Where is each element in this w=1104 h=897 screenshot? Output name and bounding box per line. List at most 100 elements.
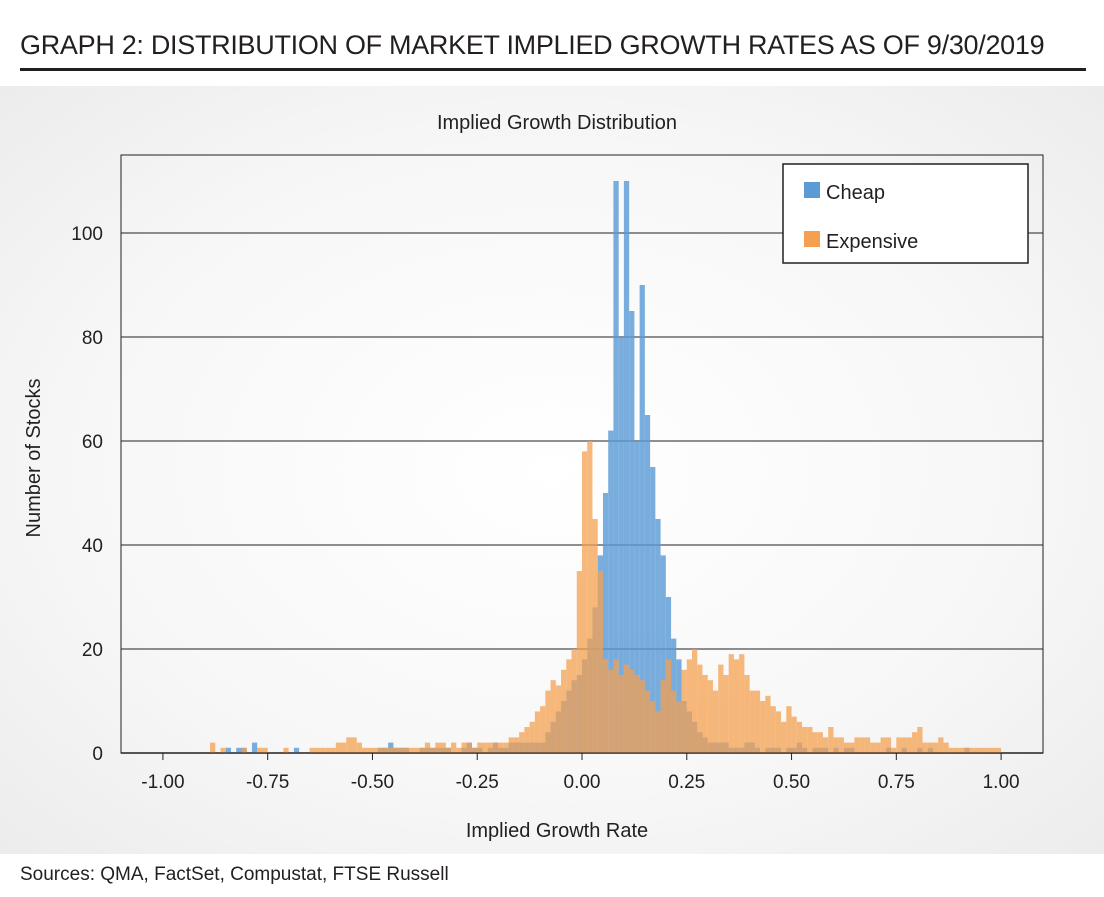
bar-expensive xyxy=(995,747,1002,753)
bar-expensive xyxy=(922,742,928,753)
bar-expensive xyxy=(314,747,321,753)
x-tick-label: -0.75 xyxy=(246,772,289,793)
bar-expensive xyxy=(712,690,719,753)
bar-expensive xyxy=(906,737,913,753)
bar-expensive xyxy=(964,747,970,753)
y-tick-label: 100 xyxy=(71,224,103,245)
bar-expensive xyxy=(471,747,478,753)
bar-expensive xyxy=(885,737,892,753)
bar-expensive xyxy=(932,742,939,753)
bar-expensive xyxy=(550,680,556,753)
axis-ticks: 0 20 40 60 80 100 -1.00 -0.75 -0.50 -0.25 0.00 0.25… xyxy=(71,224,1019,793)
bar-expensive xyxy=(477,742,483,753)
bar-expensive xyxy=(969,747,975,753)
bar-expensive xyxy=(618,675,624,753)
y-tick-label: 60 xyxy=(82,432,103,453)
bar-cheap xyxy=(236,747,242,753)
bar-expensive xyxy=(817,732,823,753)
bar-expensive xyxy=(828,727,834,753)
bar-expensive xyxy=(639,680,645,753)
bar-expensive xyxy=(644,690,651,753)
bar-expensive xyxy=(582,451,588,753)
x-tick-label: 0.50 xyxy=(773,772,810,793)
legend-label-expensive: Expensive xyxy=(826,231,918,253)
bar-expensive xyxy=(739,654,745,753)
bar-expensive xyxy=(409,747,415,753)
bar-cheap xyxy=(650,467,656,753)
x-axis-label: Implied Growth Rate xyxy=(466,820,648,842)
bar-expensive xyxy=(540,706,546,753)
bar-expensive xyxy=(796,721,803,753)
bar-expensive xyxy=(398,747,404,753)
bar-expensive xyxy=(257,747,263,753)
bar-expensive xyxy=(733,659,740,753)
bar-expensive xyxy=(775,711,782,753)
bar-expensive xyxy=(346,737,352,753)
bar-expensive xyxy=(650,701,656,753)
bar-expensive xyxy=(566,659,572,753)
heading-rule xyxy=(20,68,1086,71)
legend-swatch-cheap xyxy=(804,182,820,198)
bar-expensive xyxy=(451,742,457,753)
bar-expensive xyxy=(372,747,378,753)
bar-expensive xyxy=(870,742,876,753)
bar-expensive xyxy=(681,669,687,753)
bar-expensive xyxy=(849,742,855,753)
bar-expensive xyxy=(325,747,331,753)
bar-expensive xyxy=(498,742,504,753)
bar-expensive xyxy=(613,659,619,753)
bar-expensive xyxy=(686,659,693,753)
histogram-bars xyxy=(210,181,1002,753)
bar-expensive xyxy=(513,737,520,753)
bar-expensive xyxy=(807,727,813,753)
bar-expensive xyxy=(377,747,383,753)
bar-expensive xyxy=(367,747,373,753)
bar-expensive xyxy=(718,664,724,753)
bar-expensive xyxy=(351,737,357,753)
bar-cheap xyxy=(634,441,640,753)
bar-expensive xyxy=(309,747,315,753)
bar-expensive xyxy=(822,737,829,753)
bar-expensive xyxy=(545,690,551,753)
bar-expensive xyxy=(791,716,797,753)
bar-expensive xyxy=(445,747,452,753)
y-tick-label: 20 xyxy=(82,640,103,661)
bar-expensive xyxy=(424,742,431,753)
bar-expensive xyxy=(875,742,881,753)
bar-expensive xyxy=(728,654,734,753)
bar-expensive xyxy=(623,664,630,753)
bar-expensive xyxy=(241,747,247,753)
bar-expensive xyxy=(210,742,216,753)
bar-expensive xyxy=(760,701,766,753)
bar-expensive xyxy=(985,747,991,753)
bar-expensive xyxy=(765,695,771,753)
bar-expensive xyxy=(665,659,672,753)
bar-expensive xyxy=(938,737,944,753)
bar-expensive xyxy=(749,690,755,753)
x-tick-label: 0.75 xyxy=(878,772,915,793)
x-tick-label: 0.25 xyxy=(668,772,705,793)
bar-expensive xyxy=(262,747,268,753)
x-tick-label: -0.50 xyxy=(351,772,394,793)
bar-expensive xyxy=(974,747,981,753)
bar-expensive xyxy=(382,747,389,753)
bar-expensive xyxy=(833,737,839,753)
legend-box xyxy=(782,163,1029,264)
bar-expensive xyxy=(943,742,949,753)
bar-expensive xyxy=(959,747,965,753)
x-tick-label: -0.25 xyxy=(456,772,499,793)
bar-cheap xyxy=(660,555,666,753)
bar-expensive xyxy=(838,737,844,753)
bar-cheap xyxy=(639,285,645,753)
bar-expensive xyxy=(676,701,682,753)
source-note: Sources: QMA, FactSet, Compustat, FTSE R… xyxy=(20,864,449,885)
bar-cheap xyxy=(655,519,661,753)
bar-expensive xyxy=(660,680,666,753)
bar-cheap xyxy=(608,430,614,753)
bar-cheap xyxy=(618,337,624,753)
bar-expensive xyxy=(356,742,362,753)
bar-expensive xyxy=(456,747,462,753)
bar-expensive xyxy=(990,747,996,753)
bar-expensive xyxy=(697,664,703,753)
bar-expensive xyxy=(592,519,598,753)
